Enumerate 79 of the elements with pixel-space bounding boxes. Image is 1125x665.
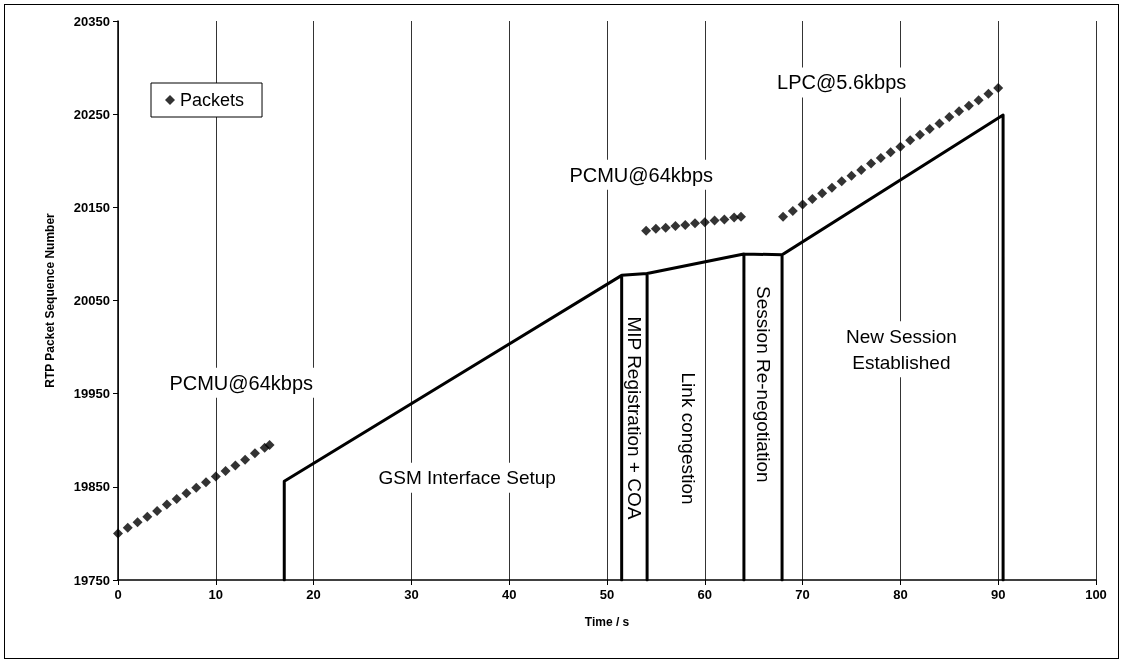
y-tick-label: 19950 — [73, 386, 110, 402]
point — [895, 141, 906, 152]
point — [944, 111, 955, 122]
y-tick-label: 20350 — [73, 13, 110, 29]
point — [807, 193, 818, 204]
point — [210, 471, 221, 482]
annotation: MIP Registration + COA — [623, 316, 645, 520]
point — [660, 222, 671, 233]
point — [709, 215, 720, 226]
annotation: GSM Interface Setup — [378, 467, 556, 489]
point — [650, 223, 661, 234]
point — [230, 460, 241, 471]
point — [866, 158, 877, 169]
point — [240, 454, 251, 465]
annotation: Link congestion — [677, 372, 699, 505]
point — [142, 511, 153, 522]
y-tick-label: 19850 — [73, 479, 110, 495]
point — [934, 118, 945, 129]
y-tick-label: 20150 — [73, 199, 110, 215]
point — [719, 214, 730, 225]
point — [191, 482, 202, 493]
x-tick-label: 30 — [404, 587, 419, 602]
annotation: PCMU@64kbps — [169, 371, 314, 394]
point — [983, 88, 994, 99]
point — [152, 506, 163, 517]
x-tick-label: 100 — [1085, 587, 1107, 602]
x-tick-label: 20 — [306, 587, 321, 602]
annotation: New Session Established — [845, 325, 957, 373]
x-tick-label: 10 — [208, 587, 224, 602]
annotation: LPC@5.6kbps — [777, 71, 907, 94]
point — [641, 225, 652, 236]
point — [993, 83, 1004, 94]
point — [797, 199, 808, 210]
point — [924, 124, 935, 135]
y-axis-title: RTP Packet Sequence Number — [43, 212, 57, 388]
point — [132, 517, 143, 528]
point — [161, 499, 172, 510]
y-tick-label: 20050 — [73, 293, 110, 308]
x-tick-label: 0 — [114, 587, 122, 602]
annotation: Session Re-negotiation — [752, 286, 774, 483]
point — [885, 147, 896, 158]
point — [171, 493, 182, 504]
point — [670, 220, 681, 231]
point — [122, 522, 133, 533]
legend-label: Packets — [180, 90, 245, 110]
point — [113, 528, 123, 539]
point — [264, 439, 275, 450]
point — [905, 135, 916, 146]
point — [680, 220, 691, 231]
x-tick-label: 60 — [697, 587, 713, 602]
annotation: PCMU@64kbps — [569, 163, 714, 186]
y-tick-label: 20250 — [73, 106, 110, 122]
point — [220, 465, 231, 476]
x-tick-label: 70 — [795, 587, 810, 602]
x-tick-label: 40 — [501, 587, 517, 602]
point — [856, 165, 867, 176]
point — [817, 188, 828, 199]
point — [249, 448, 260, 459]
point — [836, 176, 847, 187]
x-tick-label: 50 — [599, 587, 615, 602]
point — [690, 218, 701, 229]
point — [963, 100, 974, 111]
point — [181, 488, 192, 499]
point — [846, 170, 857, 181]
point — [699, 217, 710, 228]
point — [778, 211, 789, 222]
x-tick-label: 80 — [893, 587, 908, 602]
point — [954, 106, 965, 117]
point — [787, 206, 798, 217]
point — [735, 211, 746, 222]
x-axis-title: Time / s — [584, 615, 630, 629]
x-tick-label: 90 — [990, 587, 1006, 602]
y-tick-label: 19750 — [73, 572, 110, 588]
point — [826, 182, 837, 193]
point — [914, 129, 925, 140]
point — [875, 152, 886, 163]
point — [973, 95, 984, 106]
point — [729, 212, 740, 223]
point — [201, 477, 212, 488]
